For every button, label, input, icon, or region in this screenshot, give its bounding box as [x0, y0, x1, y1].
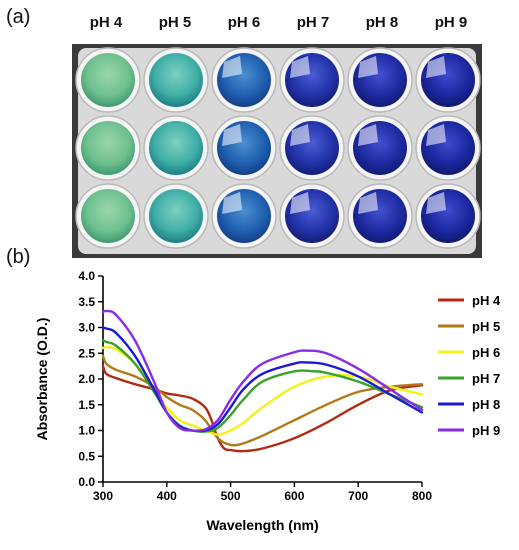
- legend-label: pH 8: [472, 397, 500, 412]
- well-plate-photo: [72, 44, 482, 258]
- x-axis-title: Wavelength (nm): [206, 517, 318, 533]
- well-liquid: [353, 121, 407, 175]
- well-reflection: [358, 56, 378, 78]
- well-liquid: [285, 121, 339, 175]
- well-liquid: [149, 121, 203, 175]
- well-liquid: [353, 53, 407, 107]
- y-tick-label: 2.0: [78, 372, 95, 386]
- x-tick-label: 600: [284, 489, 304, 503]
- legend-label: pH 4: [472, 293, 501, 308]
- series-line-ph7: [101, 339, 424, 433]
- well-liquid: [149, 53, 203, 107]
- x-tick-label: 800: [412, 489, 432, 503]
- well-reflection: [222, 56, 242, 78]
- well-reflection: [290, 124, 310, 146]
- well-liquid: [217, 121, 271, 175]
- well-reflection: [222, 124, 242, 146]
- well-liquid: [421, 53, 475, 107]
- x-tick-label: 300: [93, 489, 113, 503]
- y-tick-label: 4.0: [78, 269, 95, 283]
- well-reflection: [358, 124, 378, 146]
- well-liquid: [217, 53, 271, 107]
- well-liquid: [81, 53, 135, 107]
- y-axis-title: Absorbance (O.D.): [34, 318, 50, 441]
- ph-header-4: pH 7: [296, 14, 330, 31]
- well-reflection: [426, 124, 446, 146]
- x-tick-label: 700: [348, 489, 368, 503]
- ph-header-1: pH 4: [89, 14, 123, 31]
- well-reflection: [426, 192, 446, 214]
- ph-header-5: pH 8: [365, 14, 399, 31]
- well-liquid: [285, 189, 339, 243]
- panel-b-label: (b): [6, 246, 31, 268]
- y-tick-label: 1.5: [78, 398, 95, 412]
- series-line-ph9: [101, 309, 424, 432]
- series-line-ph5: [101, 354, 424, 447]
- y-tick-label: 2.5: [78, 346, 95, 360]
- well-liquid: [353, 189, 407, 243]
- y-tick-label: 3.0: [78, 321, 95, 335]
- well-liquid: [81, 121, 135, 175]
- series-line-ph8: [101, 326, 424, 433]
- well-reflection: [222, 192, 242, 214]
- well-liquid: [81, 189, 135, 243]
- well-reflection: [290, 56, 310, 78]
- legend-label: pH 9: [472, 423, 500, 438]
- ph-header-2: pH 5: [158, 14, 192, 31]
- absorbance-line-chart: 300 400 500 600 700 800 0.0 0.5 1.0 1.5 2.0 2.5 3.0 3…: [34, 269, 501, 533]
- ph-header-3: pH 6: [227, 14, 261, 31]
- well-liquid: [421, 121, 475, 175]
- well-reflection: [426, 56, 446, 78]
- ph-header-6: pH 9: [434, 14, 468, 31]
- x-tick-label: 400: [157, 489, 177, 503]
- well-reflection: [290, 192, 310, 214]
- well-liquid: [217, 189, 271, 243]
- y-tick-label: 0.5: [78, 449, 95, 463]
- x-tick-label: 500: [221, 489, 241, 503]
- y-tick-label: 3.5: [78, 295, 95, 309]
- y-tick-label: 1.0: [78, 424, 95, 438]
- series-line-ph6: [101, 345, 424, 436]
- well-liquid: [285, 53, 339, 107]
- well-reflection: [358, 192, 378, 214]
- well-liquid: [149, 189, 203, 243]
- legend-label: pH 6: [472, 345, 500, 360]
- panel-a-label: (a): [6, 6, 31, 28]
- legend-label: pH 5: [472, 319, 500, 334]
- y-tick-label: 0.0: [78, 475, 95, 489]
- well-liquid: [421, 189, 475, 243]
- legend-label: pH 7: [472, 371, 500, 386]
